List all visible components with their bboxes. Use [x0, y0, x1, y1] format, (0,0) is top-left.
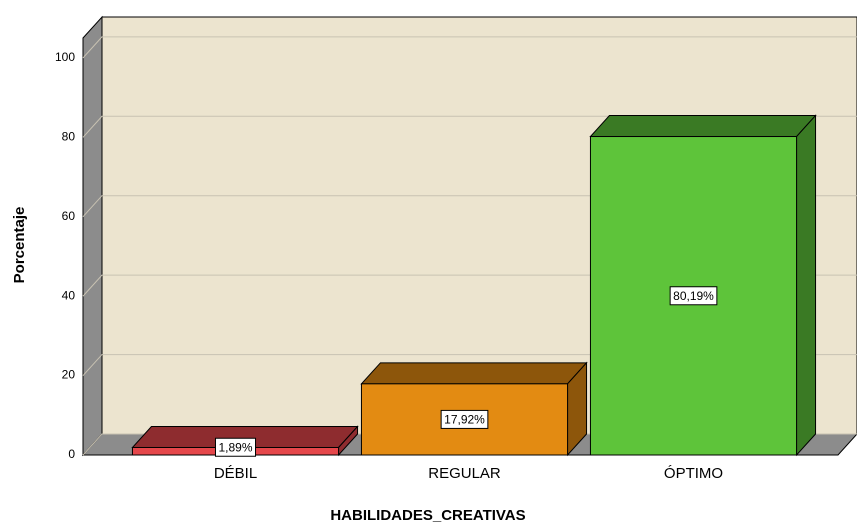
bar-top: [589, 115, 817, 138]
y-tick-label: 20: [62, 368, 76, 382]
bar: [360, 361, 588, 457]
bar: [589, 114, 817, 457]
y-tick-label: 80: [62, 129, 76, 143]
x-tick-label: REGULAR: [428, 465, 501, 482]
value-label: 80,19%: [673, 289, 714, 303]
x-tick-label: ÓPTIMO: [664, 465, 723, 482]
bar-side: [796, 114, 817, 457]
x-axis-title: HABILIDADES_CREATIVAS: [330, 507, 525, 524]
value-label-box: [440, 409, 489, 429]
y-tick-label: 40: [62, 288, 76, 302]
value-label: 1,89%: [218, 440, 252, 454]
y-tick-label: 60: [62, 209, 76, 223]
y-tick-label: 0: [68, 447, 75, 461]
value-label-box: [669, 286, 718, 306]
value-label: 17,92%: [444, 413, 485, 427]
value-label-box: [214, 437, 257, 457]
grid-line: [82, 36, 857, 59]
bar-top: [360, 362, 588, 385]
y-tick-label: 100: [55, 50, 75, 64]
y-axis-title: Porcentaje: [11, 207, 28, 284]
grid-line: [82, 115, 857, 138]
left-wall: [82, 15, 103, 457]
x-tick-label: DÉBIL: [214, 465, 257, 482]
